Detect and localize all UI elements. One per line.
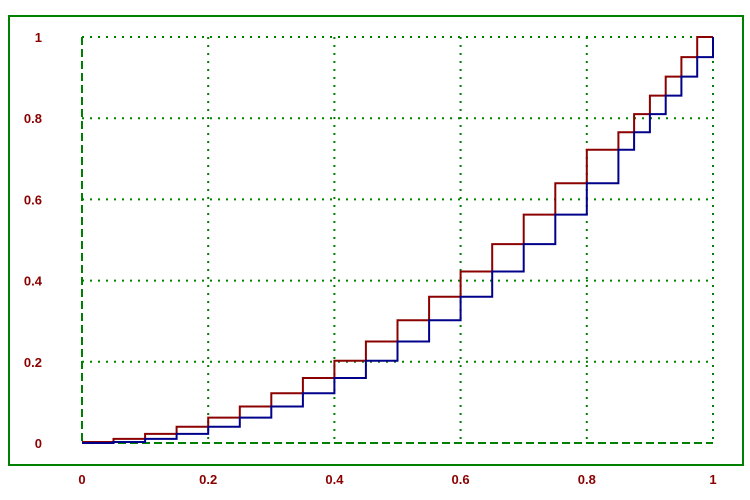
x-tick-label: 0 bbox=[78, 472, 85, 487]
x-tick-label: 1 bbox=[709, 472, 716, 487]
y-tick-label: 1 bbox=[35, 30, 42, 45]
series-line-1 bbox=[82, 36, 713, 443]
y-tick-label: 0.6 bbox=[24, 192, 42, 207]
x-tick-label: 0.2 bbox=[199, 472, 217, 487]
x-axis-ticks: 0 0.2 0.4 0.6 0.8 1 bbox=[78, 472, 716, 487]
y-tick-label: 0.2 bbox=[24, 355, 42, 370]
chart-frame bbox=[8, 15, 744, 466]
x-tick-label: 0.8 bbox=[578, 472, 596, 487]
grid bbox=[81, 36, 714, 444]
x-tick-label: 0.6 bbox=[452, 472, 470, 487]
y-tick-label: 0.4 bbox=[24, 274, 43, 289]
x-tick-label: 0.4 bbox=[325, 472, 344, 487]
y-axis-ticks: 0 0.2 0.4 0.6 0.8 1 bbox=[24, 30, 43, 451]
series-line-2 bbox=[82, 37, 714, 444]
y-tick-label: 0.8 bbox=[24, 111, 42, 126]
series-layer bbox=[82, 36, 714, 444]
y-tick-label: 0 bbox=[35, 436, 42, 451]
